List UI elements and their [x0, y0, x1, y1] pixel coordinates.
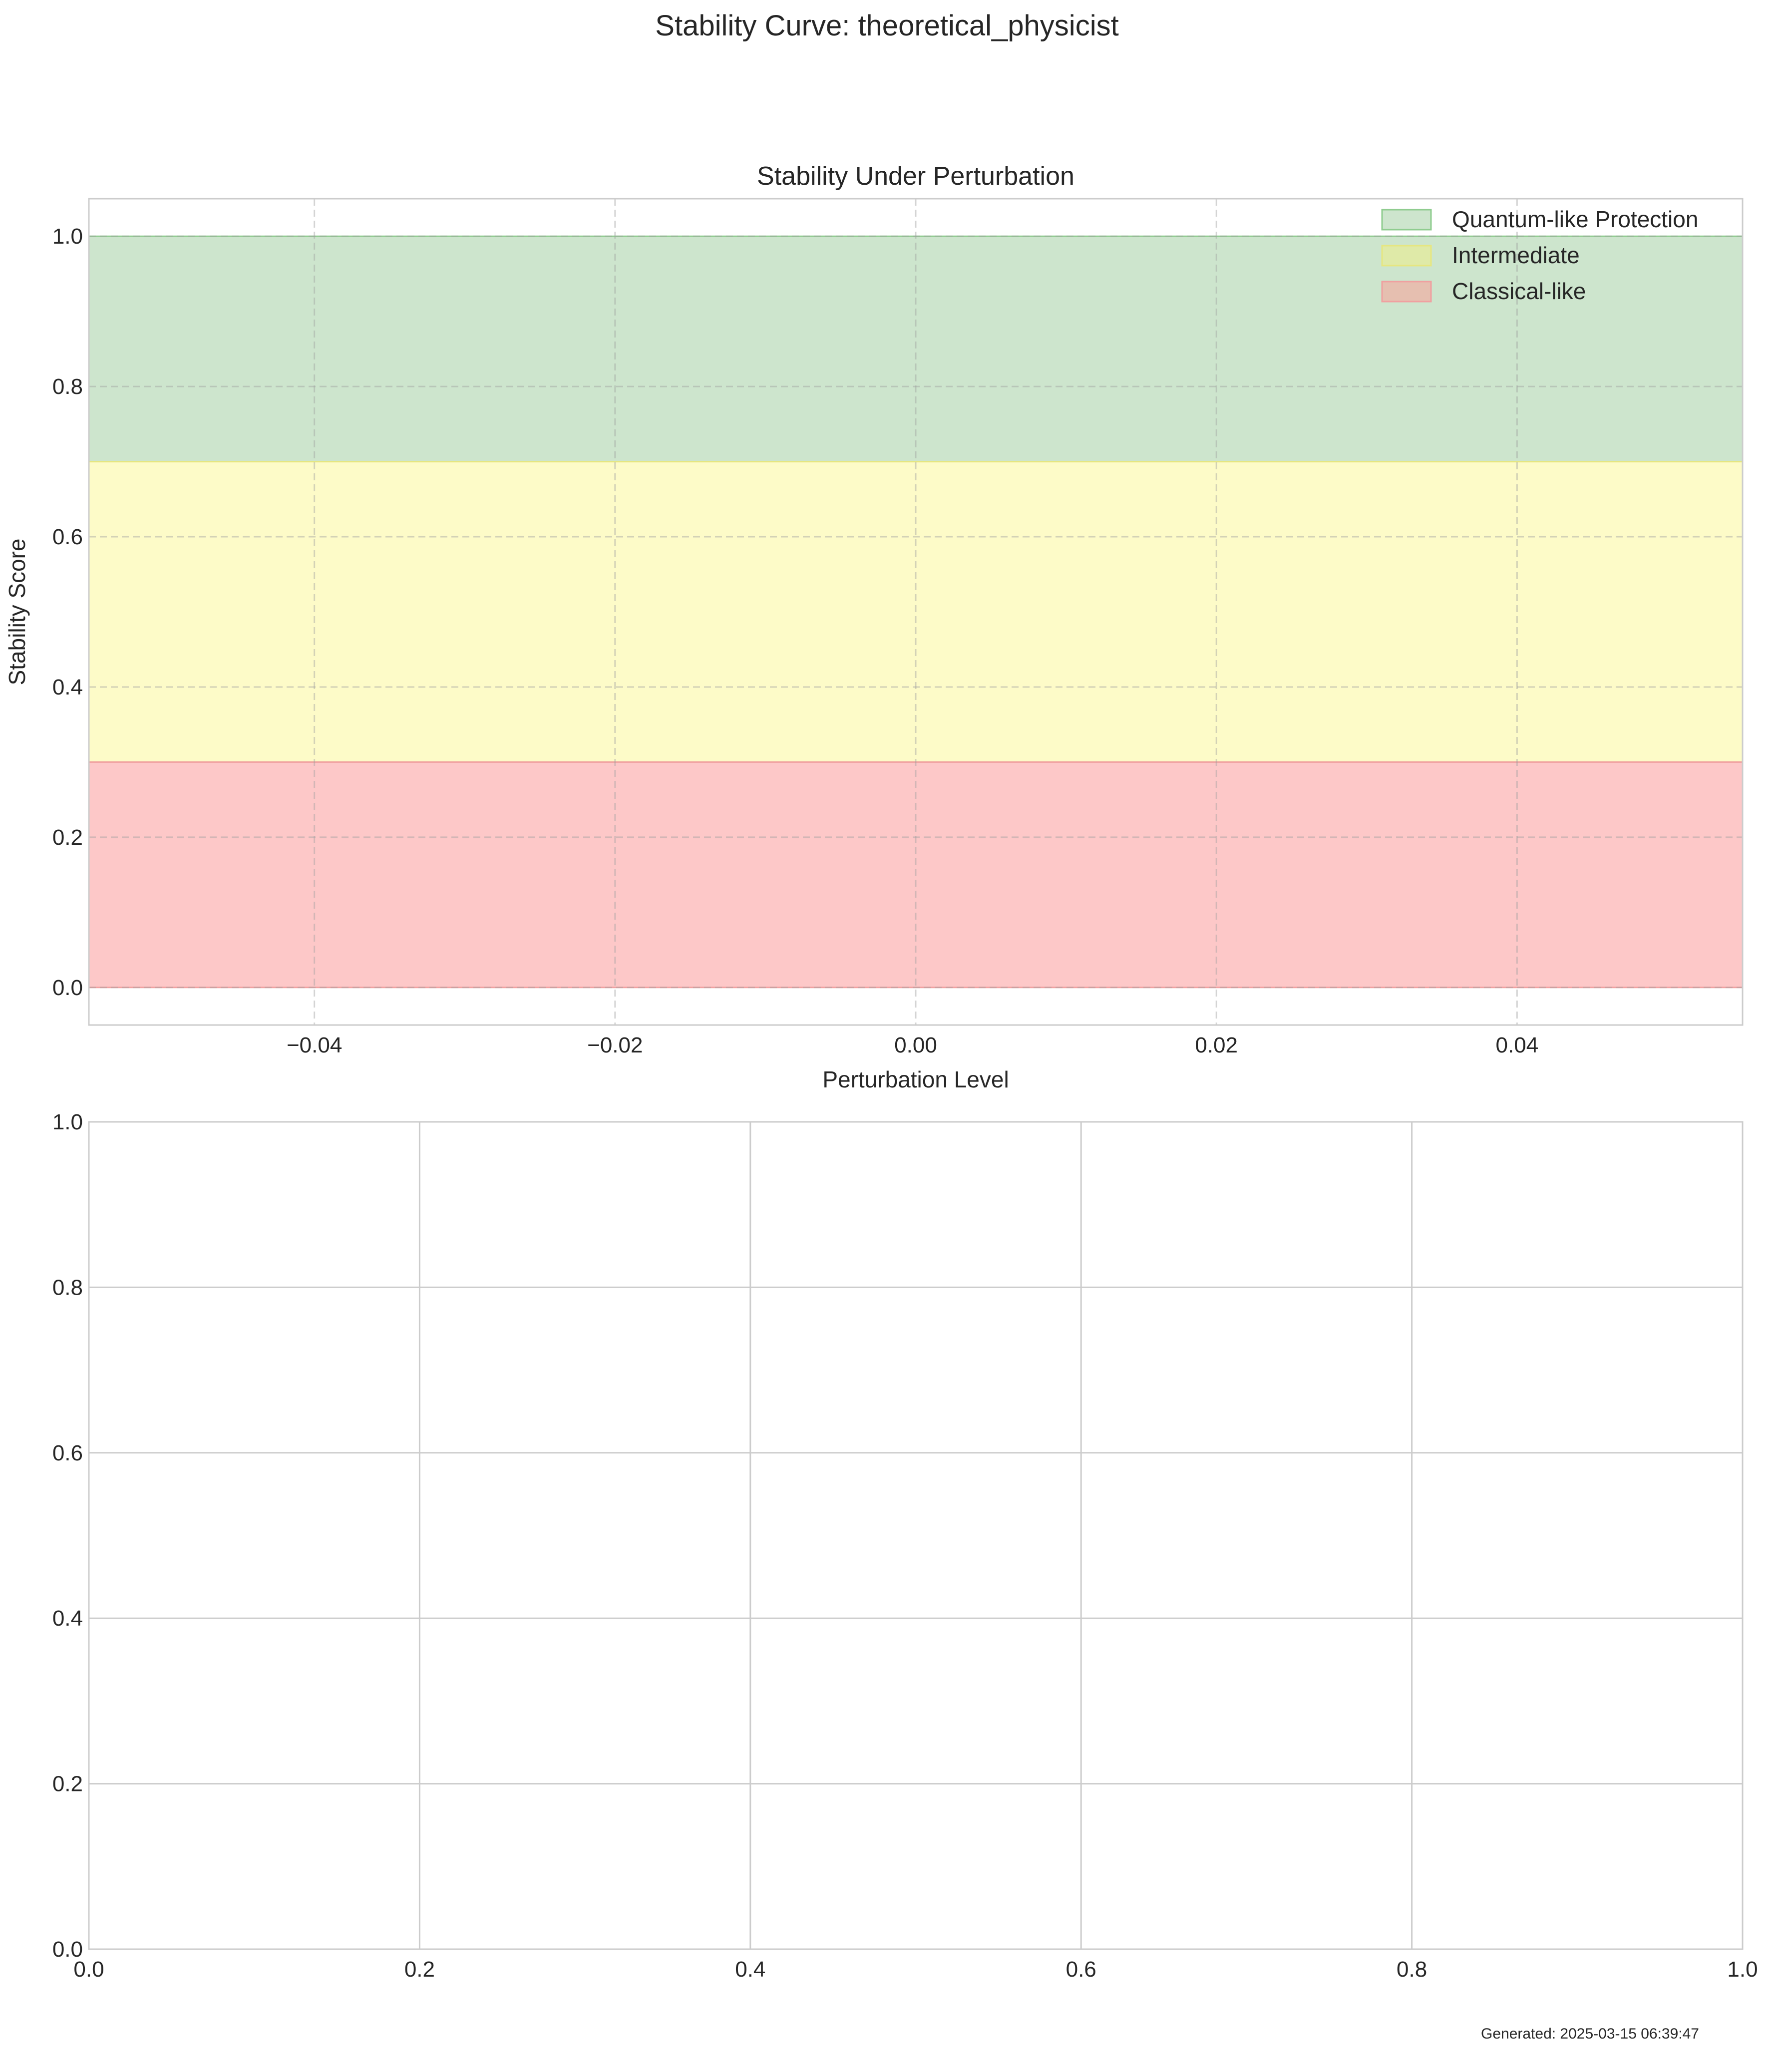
legend-swatch [1381, 281, 1432, 303]
x-tick-label: 0.6 [1066, 1957, 1096, 1982]
y-tick-label: 0.4 [52, 675, 83, 699]
band-classical-like [89, 762, 1743, 988]
axes-frame [88, 198, 1744, 1026]
generated-timestamp: Generated: 2025-03-15 06:39:47 [1480, 2026, 1699, 2042]
axes-frame [88, 1121, 1744, 1950]
x-tick-label: 0.4 [735, 1957, 765, 1982]
figure-suptitle: Stability Curve: theoretical_physicist [655, 9, 1119, 42]
x-tick-label: −0.02 [587, 1033, 643, 1057]
band-intermediate [89, 461, 1743, 762]
y-tick-label: 0.2 [52, 825, 83, 850]
y-tick-label: 0.0 [52, 1937, 83, 1962]
y-tick-label: 1.0 [52, 224, 83, 249]
x-tick-label: 1.0 [1727, 1957, 1758, 1982]
y-tick-label: 0.4 [52, 1606, 83, 1631]
x-axis-label: Perturbation Level [822, 1066, 1009, 1092]
legend-swatch [1381, 245, 1432, 267]
x-tick-label: 0.00 [894, 1033, 937, 1057]
x-tick-label: 0.04 [1496, 1033, 1539, 1057]
x-tick-label: 0.02 [1195, 1033, 1238, 1057]
legend-swatch [1381, 209, 1432, 231]
y-tick-label: 0.6 [52, 1441, 83, 1465]
chart-title: Stability Under Perturbation [757, 162, 1074, 191]
legend-entry: Intermediate [1452, 242, 1580, 268]
x-tick-label: 0.2 [404, 1957, 435, 1982]
legend-entry: Quantum-like Protection [1452, 206, 1698, 232]
y-axis-label: Stability Score [4, 538, 30, 685]
chart-stability-under-perturbation: −0.04 −0.02 0.00 0.02 0.04 0.0 0.2 0.4 0.6 0.8 1.0… [4, 162, 1744, 1092]
y-tick-label: 0.0 [52, 976, 83, 1000]
y-tick-label: 0.6 [52, 525, 83, 549]
legend-entry: Classical-like [1452, 278, 1586, 304]
y-tick-label: 1.0 [52, 1110, 83, 1134]
x-tick-label: −0.04 [287, 1033, 342, 1057]
y-tick-label: 0.2 [52, 1772, 83, 1796]
x-tick-label: 0.0 [73, 1957, 104, 1982]
band-quantum-like-protection [89, 236, 1743, 462]
y-tick-label: 0.8 [52, 374, 83, 399]
x-tick-label: 0.8 [1397, 1957, 1427, 1982]
chart-empty-axes: 0.0 0.2 0.4 0.6 0.8 1.0 0.0 0.2 0.4 0.6 0.8 1.0 [52, 1110, 1758, 1982]
y-tick-label: 0.8 [52, 1275, 83, 1300]
